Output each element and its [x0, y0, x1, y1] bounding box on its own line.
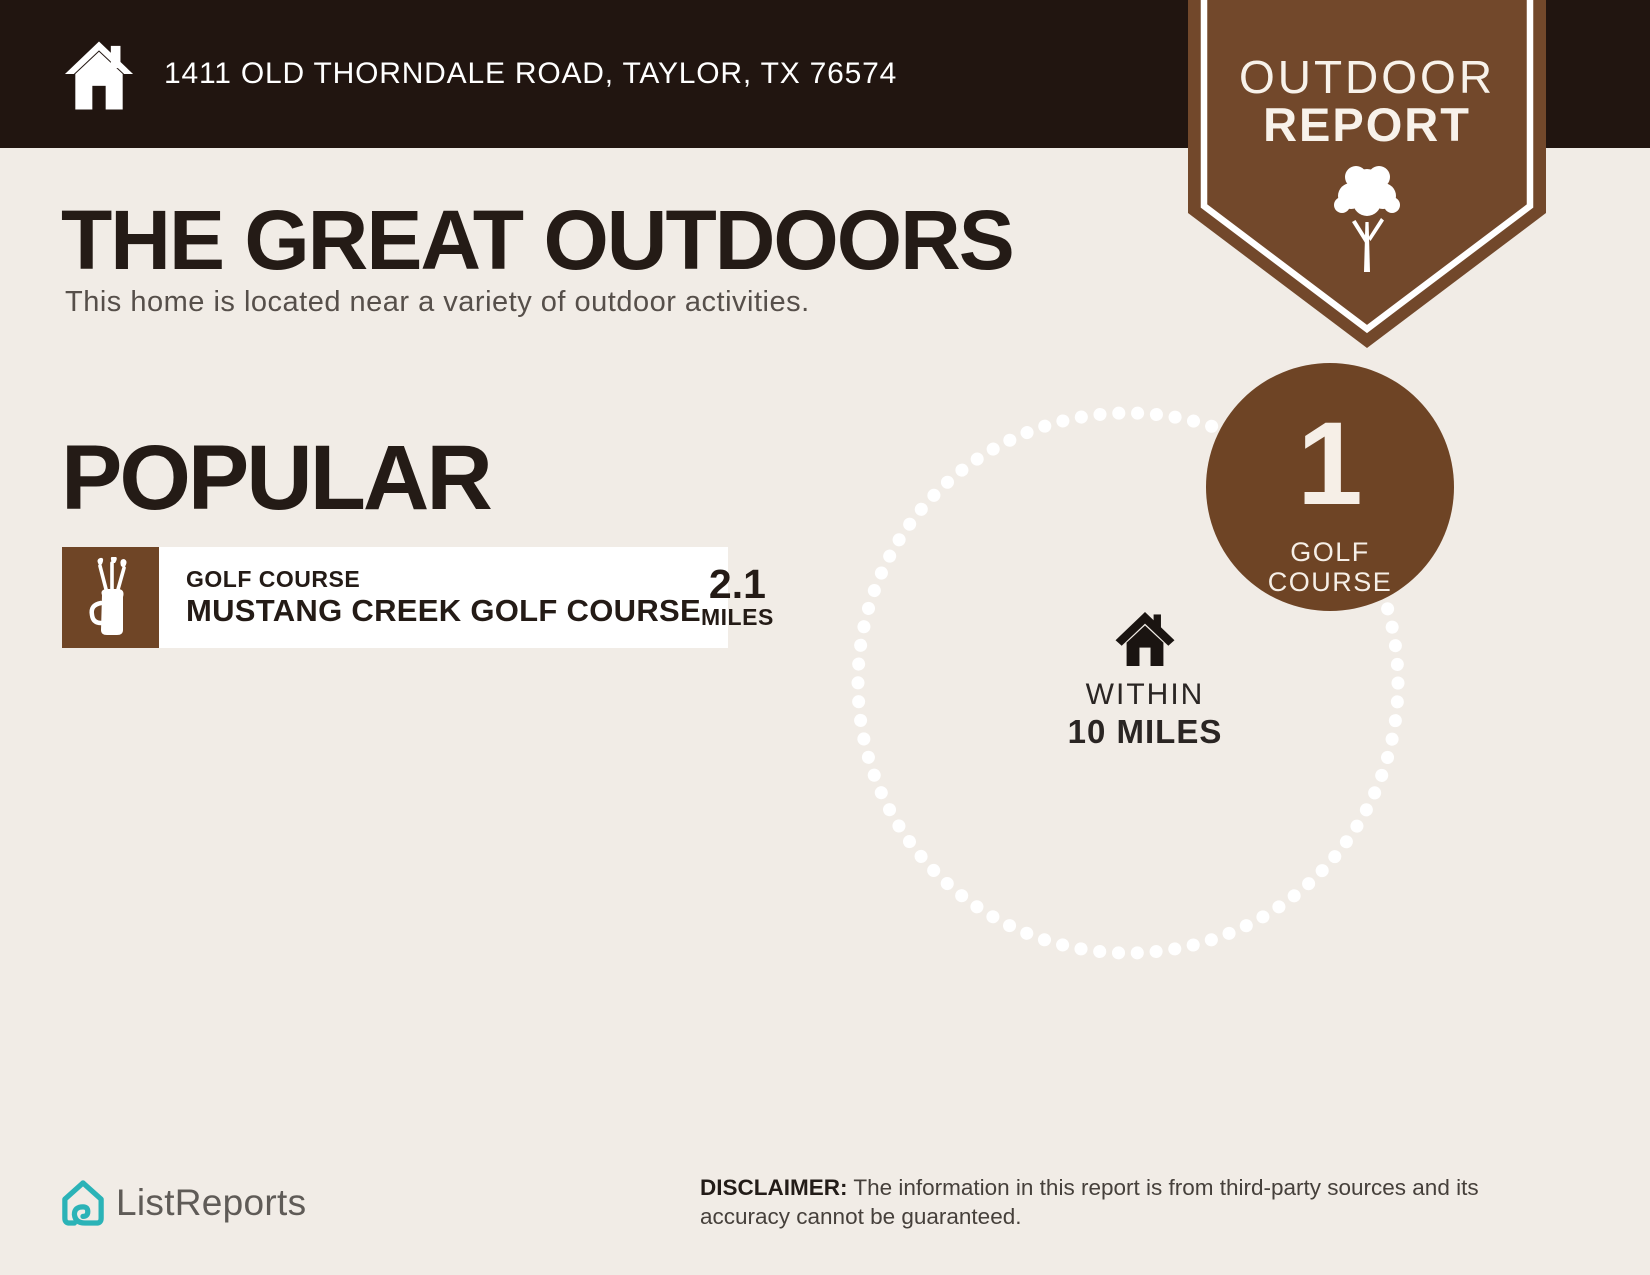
count-badge: 1 GOLF COURSE: [1206, 363, 1454, 611]
brand-name: ListReports: [116, 1182, 307, 1223]
badge-title-line2: REPORT: [1263, 98, 1471, 151]
popular-heading: POPULAR: [61, 427, 493, 529]
poi-count: 1: [1297, 398, 1363, 530]
poi-card-golf-course: GOLF COURSE MUSTANG CREEK GOLF COURSE 2.…: [62, 547, 773, 648]
tree-icon: [1334, 166, 1400, 272]
golf-bag-icon: [88, 556, 126, 635]
poi-distance: 2.1 MILES: [701, 547, 774, 648]
poi-count-label-line2: COURSE: [1267, 567, 1393, 598]
poi-distance-unit: MILES: [701, 604, 774, 631]
disclaimer: DISCLAIMER: The information in this repo…: [700, 1174, 1520, 1232]
home-icon: [64, 41, 134, 110]
dotted-radius-circle: [851, 406, 1405, 960]
house-icon: [1115, 612, 1175, 666]
disclaimer-label: DISCLAIMER:: [700, 1175, 848, 1200]
poi-icon-box: [62, 547, 159, 648]
poi-distance-value: 2.1: [708, 561, 766, 608]
poi-text: GOLF COURSE MUSTANG CREEK GOLF COURSE: [159, 547, 701, 648]
listreports-logo-icon: [62, 1180, 104, 1226]
poi-count-label-line1: GOLF: [1290, 537, 1370, 567]
outdoor-report-badge: OUTDOOR REPORT: [1188, 0, 1546, 352]
distance-label: 10 MILES: [1067, 713, 1223, 750]
property-address: 1411 OLD THORNDALE ROAD, TAYLOR, TX 7657…: [164, 57, 898, 90]
page-subtitle: This home is located near a variety of o…: [65, 286, 810, 318]
disclaimer-text: The information in this report is from t…: [700, 1175, 1479, 1229]
within-label: WITHIN: [1085, 678, 1205, 711]
badge-title-line1: OUTDOOR: [1238, 51, 1496, 103]
listreports-logo: ListReports: [62, 1180, 306, 1226]
page-title: THE GREAT OUTDOORS: [61, 193, 1015, 287]
poi-name: MUSTANG CREEK GOLF COURSE: [186, 593, 701, 629]
radius-center-group: WITHIN 10 MILES: [1025, 612, 1265, 750]
poi-category: GOLF COURSE: [186, 565, 361, 592]
